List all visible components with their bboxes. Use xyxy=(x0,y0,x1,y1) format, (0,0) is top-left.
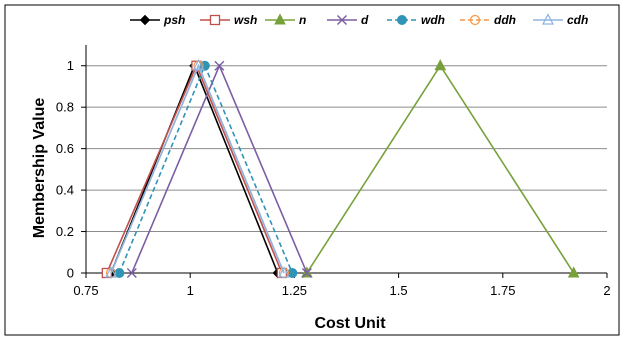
chart-border xyxy=(4,4,620,336)
marker-stroke xyxy=(301,268,312,278)
legend-marker-psh xyxy=(139,14,151,26)
x-tick-label: 1 xyxy=(187,283,194,298)
legend-marker-ddh xyxy=(469,14,481,26)
legend-item-n: n xyxy=(265,13,306,27)
x-axis-title: Cost Unit xyxy=(314,315,386,332)
legend: psh wsh n d wdh ddh cdh xyxy=(130,13,588,27)
data-point-d xyxy=(126,268,137,278)
legend-item-wdh: wdh xyxy=(387,13,445,27)
data-point-cdh xyxy=(192,58,205,71)
data-point-n xyxy=(434,59,447,71)
legend-label-cdh: cdh xyxy=(567,13,588,27)
y-tick-label: 1 xyxy=(67,58,74,73)
y-tick-label: 0 xyxy=(67,266,74,281)
marker-stroke xyxy=(337,15,347,25)
data-point-cdh xyxy=(105,266,118,278)
x-tick-label: 0.75 xyxy=(73,283,98,298)
x-tick-label: 2 xyxy=(603,283,610,298)
y-tick-label: 0.8 xyxy=(56,100,74,115)
legend-label-d: d xyxy=(361,13,369,27)
x-tick-label: 1.25 xyxy=(282,283,307,298)
y-tick-label: 0.6 xyxy=(56,141,74,156)
legend-item-wsh: wsh xyxy=(200,13,257,27)
data-point-d xyxy=(301,268,312,278)
series-d xyxy=(126,60,312,278)
legend-item-ddh: ddh xyxy=(460,13,516,27)
series-group xyxy=(101,58,580,279)
legend-item-cdh: cdh xyxy=(533,13,588,27)
data-point-wdh xyxy=(114,268,125,278)
marker-stroke xyxy=(126,268,137,278)
legend-marker-wsh xyxy=(209,14,221,26)
legend-marker-wdh xyxy=(397,15,407,25)
legend-item-psh: psh xyxy=(130,13,185,27)
x-tick-label: 1.5 xyxy=(390,283,408,298)
legend-item-d: d xyxy=(327,13,369,27)
y-tick-label: 0.4 xyxy=(56,183,74,198)
axes: 0 0.2 0.4 0.6 0.8 1 0.75 1 1.25 1.5 1.75 2 xyxy=(56,45,611,298)
legend-label-psh: psh xyxy=(163,13,185,27)
y-axis-title: Membership Value xyxy=(31,98,48,239)
legend-label-wdh: wdh xyxy=(421,13,445,27)
data-point-n xyxy=(567,266,580,278)
legend-label-ddh: ddh xyxy=(494,13,516,27)
legend-marker-cdh xyxy=(542,13,554,25)
y-tick-label: 0.2 xyxy=(56,224,74,239)
x-tick-label: 1.75 xyxy=(490,283,515,298)
data-point-d xyxy=(214,60,225,71)
marker-stroke xyxy=(214,60,225,71)
data-point-wdh xyxy=(287,268,298,278)
series-line-cdh xyxy=(110,63,285,274)
data-point-cdh xyxy=(277,266,290,278)
legend-marker-n xyxy=(274,13,286,25)
legend-marker-d xyxy=(337,15,347,25)
legend-label-wsh: wsh xyxy=(234,13,257,27)
series-cdh xyxy=(105,58,290,278)
legend-label-n: n xyxy=(299,13,306,27)
